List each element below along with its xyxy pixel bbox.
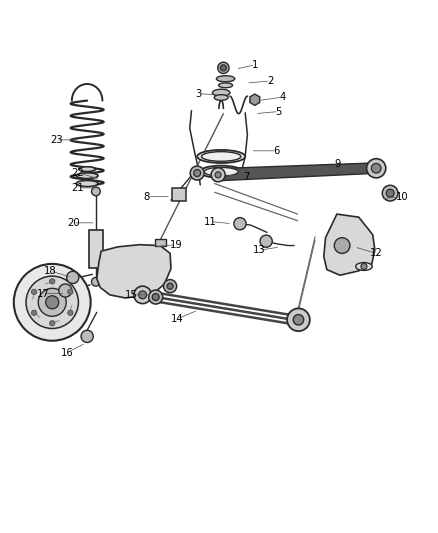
Ellipse shape (214, 95, 228, 100)
Circle shape (149, 290, 162, 304)
Circle shape (38, 288, 66, 316)
Text: 13: 13 (253, 245, 265, 255)
Circle shape (194, 169, 201, 176)
Circle shape (134, 286, 151, 304)
Polygon shape (324, 214, 375, 275)
Circle shape (361, 263, 367, 270)
Circle shape (32, 310, 37, 316)
Circle shape (234, 217, 246, 230)
Circle shape (220, 65, 226, 71)
Ellipse shape (204, 167, 238, 176)
Circle shape (139, 291, 147, 299)
Text: 2: 2 (267, 76, 273, 86)
Polygon shape (215, 163, 372, 181)
Circle shape (81, 330, 93, 343)
Circle shape (215, 172, 221, 178)
Polygon shape (250, 94, 260, 106)
Text: 22: 22 (71, 168, 84, 177)
Ellipse shape (201, 152, 241, 161)
Ellipse shape (76, 173, 98, 179)
Text: 9: 9 (335, 159, 341, 169)
Circle shape (67, 271, 79, 284)
Text: 8: 8 (144, 192, 150, 201)
Circle shape (163, 280, 177, 293)
Polygon shape (172, 188, 186, 201)
Text: 20: 20 (67, 218, 79, 228)
Circle shape (46, 296, 59, 309)
Circle shape (92, 187, 100, 196)
Circle shape (211, 168, 225, 182)
Circle shape (334, 238, 350, 253)
Ellipse shape (212, 89, 230, 96)
Text: 14: 14 (171, 314, 184, 324)
Circle shape (382, 185, 398, 201)
Text: 18: 18 (44, 266, 57, 276)
Text: 17: 17 (37, 288, 50, 298)
Ellipse shape (200, 166, 243, 178)
Text: 11: 11 (204, 216, 217, 227)
Text: 5: 5 (276, 107, 282, 117)
Polygon shape (89, 230, 103, 268)
Ellipse shape (197, 150, 245, 163)
Circle shape (59, 284, 72, 297)
Circle shape (287, 309, 310, 331)
Circle shape (68, 289, 73, 294)
Text: 15: 15 (125, 290, 138, 300)
Circle shape (92, 277, 100, 286)
Text: 4: 4 (279, 92, 286, 102)
Text: 12: 12 (370, 248, 382, 259)
Circle shape (68, 310, 73, 316)
Text: 7: 7 (243, 172, 249, 182)
Circle shape (218, 62, 229, 74)
Ellipse shape (76, 181, 98, 187)
Text: 16: 16 (61, 348, 74, 358)
Circle shape (367, 159, 386, 178)
Ellipse shape (219, 83, 233, 88)
Ellipse shape (356, 263, 372, 270)
Circle shape (371, 164, 381, 173)
Circle shape (32, 289, 37, 294)
Text: 10: 10 (396, 192, 409, 201)
Circle shape (14, 264, 91, 341)
Polygon shape (97, 245, 171, 298)
Polygon shape (155, 239, 166, 246)
Circle shape (260, 235, 272, 247)
Circle shape (49, 321, 55, 326)
Circle shape (49, 279, 55, 284)
Text: 23: 23 (50, 135, 63, 145)
Ellipse shape (216, 76, 235, 82)
Text: 1: 1 (252, 60, 258, 70)
Circle shape (190, 166, 204, 180)
Circle shape (26, 276, 78, 328)
Text: 3: 3 (195, 88, 201, 99)
Text: 21: 21 (71, 183, 84, 193)
Circle shape (386, 189, 394, 197)
Circle shape (152, 294, 159, 301)
Text: 6: 6 (273, 146, 280, 156)
Ellipse shape (79, 167, 95, 172)
Circle shape (293, 314, 304, 325)
Text: 19: 19 (170, 240, 183, 249)
Circle shape (167, 283, 173, 289)
